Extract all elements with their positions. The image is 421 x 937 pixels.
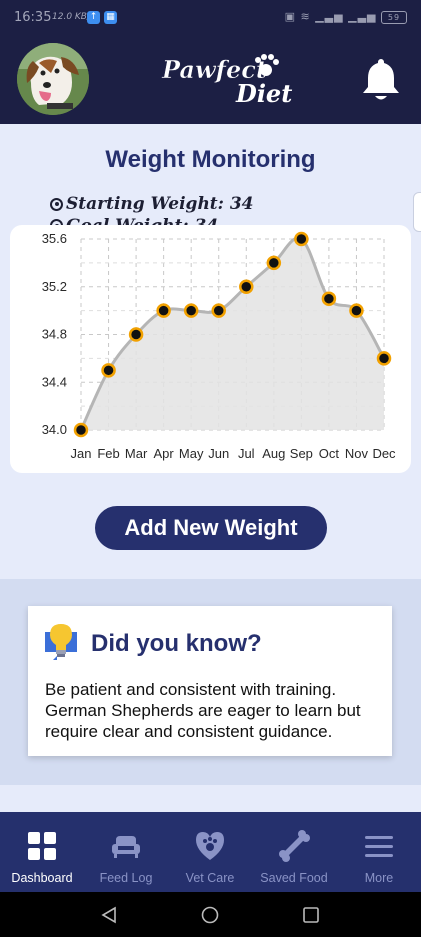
x-tick-label: Jan [71, 446, 92, 461]
nav-label: Vet Care [185, 871, 235, 885]
nav-more[interactable]: More [337, 812, 421, 892]
x-tick-label: Sep [290, 446, 313, 461]
data-point [183, 303, 199, 318]
weight-chart-card: 34.0 34.4 34.8 35.2 35.6 Jan Feb Mar Apr May Jun Ju… [10, 225, 411, 473]
nav-label: Dashboard [11, 871, 73, 885]
data-point [266, 255, 282, 271]
tip-body: Be patient and consistent with training.… [45, 680, 361, 741]
status-time: 16:35 [14, 10, 52, 25]
upload-icon: ↑ [87, 11, 100, 24]
network-speed: 12.0 KB/s [52, 12, 95, 22]
dog-bed-icon [112, 836, 140, 858]
side-pull-tab[interactable] [413, 192, 421, 232]
data-point [349, 303, 364, 318]
x-tick-label: Jul [238, 446, 255, 461]
recents-square-icon[interactable] [302, 906, 320, 924]
heart-paw-icon [196, 832, 224, 860]
signal-icon-2: ▁▃▅ [348, 10, 377, 23]
lightbulb-icon [45, 624, 77, 660]
system-navigation-bar [0, 892, 421, 937]
nav-label: Saved Food [260, 871, 328, 885]
dashboard-grid-icon [28, 832, 56, 860]
page-title: Weight Monitoring [105, 146, 316, 173]
x-tick-label: May [179, 446, 204, 461]
data-point [128, 327, 144, 342]
data-point [321, 291, 337, 306]
nav-feed-log[interactable]: Feed Log [84, 812, 168, 892]
bottom-navigation: Dashboard Feed Log Vet Care S [0, 812, 421, 892]
starting-weight-label: Starting Weight: 34 [66, 194, 254, 214]
x-tick-label: Jun [208, 446, 229, 461]
home-circle-icon[interactable] [201, 906, 219, 924]
main-content: Weight Monitoring Starting Weight: 34 Go… [0, 124, 421, 812]
x-tick-label: Apr [154, 446, 175, 461]
nav-label: Feed Log [99, 871, 153, 885]
data-point [376, 351, 392, 366]
back-triangle-icon[interactable] [100, 906, 118, 924]
notification-bell-icon[interactable] [361, 56, 401, 102]
add-new-weight-button[interactable]: Add New Weight [95, 506, 327, 550]
x-tick-label: Dec [372, 446, 396, 461]
logo-line1: Pawfect [161, 55, 267, 84]
data-point [156, 303, 171, 318]
x-tick-label: Oct [319, 446, 340, 461]
nav-saved-food[interactable]: Saved Food [252, 812, 336, 892]
system-status-icons: ▣ ≋ ▁▃▅ ▁▃▅ 59 [285, 10, 407, 24]
y-tick-label: 35.6 [42, 231, 67, 246]
wifi-icon: ≋ [300, 10, 311, 23]
nav-vet-care[interactable]: Vet Care [168, 812, 252, 892]
data-point [101, 363, 116, 378]
dog-photo-icon [17, 43, 89, 115]
bone-icon [279, 830, 310, 862]
data-point [211, 303, 226, 318]
did-you-know-card: Did you know? Be patient and consistent … [28, 606, 392, 756]
battery-icon: 59 [381, 10, 407, 24]
pawfect-diet-logo: Pawfect Diet [161, 54, 292, 106]
y-tick-label: 34.8 [42, 327, 67, 342]
calendar-icon: ▦ [104, 11, 117, 24]
app-header: Pawfect Diet [0, 36, 421, 124]
weight-line-chart: 34.0 34.4 34.8 35.2 35.6 Jan Feb Mar Apr May Jun Ju… [42, 231, 396, 461]
nav-label: More [364, 871, 394, 885]
nfc-icon: ▣ [284, 10, 296, 23]
y-tick-label: 35.2 [42, 279, 67, 294]
nav-dashboard[interactable]: Dashboard [0, 812, 84, 892]
starting-weight: Starting Weight: 34 [50, 194, 254, 214]
y-tick-label: 34.0 [42, 422, 67, 437]
data-point [239, 279, 254, 294]
y-tick-label: 34.4 [42, 374, 67, 389]
status-bar: 16:35 12.0 KB/s ↑ ▦ ▣ ≋ ▁▃▅ ▁▃▅ 59 [0, 0, 421, 36]
tip-section: Did you know? Be patient and consistent … [0, 579, 421, 785]
dog-avatar[interactable] [17, 43, 89, 115]
logo-paw-icon [255, 54, 279, 76]
series-area-fill [81, 237, 384, 430]
data-point [294, 231, 309, 247]
target-icon [50, 197, 63, 211]
data-point [73, 422, 89, 438]
x-tick-label: Feb [97, 446, 119, 461]
hamburger-menu-icon [365, 836, 393, 857]
signal-icon: ▁▃▅ [315, 10, 344, 23]
logo-line2: Diet [235, 79, 292, 106]
x-tick-label: Mar [125, 446, 148, 461]
x-tick-label: Nov [345, 446, 369, 461]
x-tick-label: Aug [262, 446, 285, 461]
tip-title: Did you know? [91, 630, 262, 657]
